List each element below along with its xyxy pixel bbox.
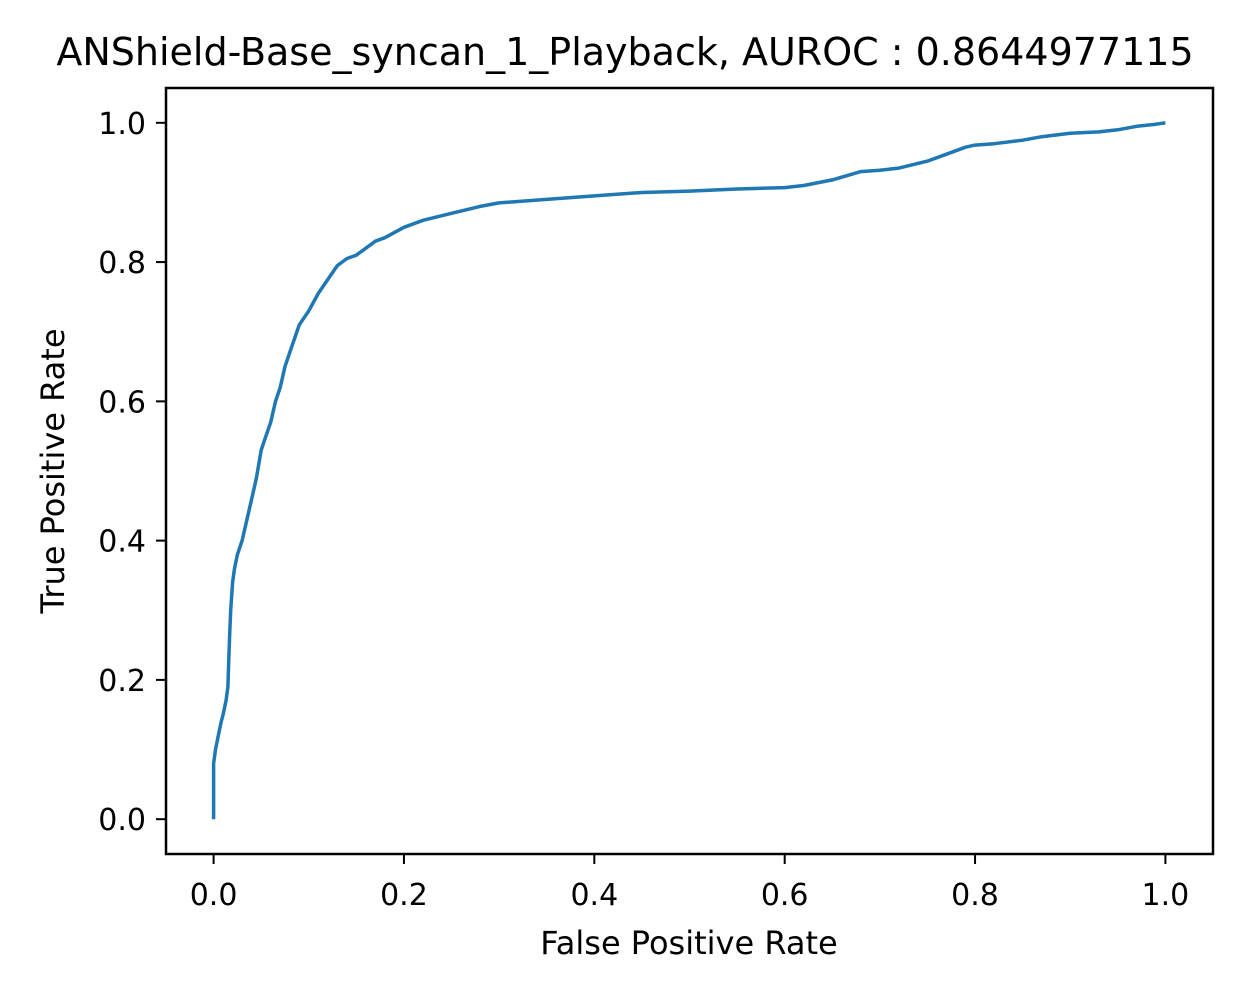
plot-layer xyxy=(211,121,1166,820)
roc-curve-line xyxy=(211,121,1166,820)
x-tick-label: 0.4 xyxy=(570,878,618,913)
x-tick-label: 0.2 xyxy=(380,878,428,913)
y-tick-label: 0.6 xyxy=(98,385,146,420)
x-tick-label: 0.6 xyxy=(761,878,809,913)
x-axis-label: False Positive Rate xyxy=(540,924,837,962)
y-tick-label: 1.0 xyxy=(98,107,146,142)
x-tick-label: 0.0 xyxy=(190,878,238,913)
chart-title: ANShield-Base_syncan_1_Playback, AUROC :… xyxy=(56,30,1193,74)
x-tick-label: 1.0 xyxy=(1142,878,1190,913)
ticks-layer: 0.0 0.2 0.4 0.6 0.8 1.0 0.0 0.2 0.4 0.6 0.8 1.0 xyxy=(98,107,1189,913)
y-axis-label: True Positive Rate xyxy=(34,328,72,614)
y-tick-label: 0.2 xyxy=(98,664,146,699)
y-tick-label: 0.8 xyxy=(98,246,146,281)
x-tick-label: 0.8 xyxy=(951,878,999,913)
y-tick-label: 0.0 xyxy=(98,803,146,838)
plot-frame xyxy=(164,86,1215,856)
y-tick-label: 0.4 xyxy=(98,525,146,560)
